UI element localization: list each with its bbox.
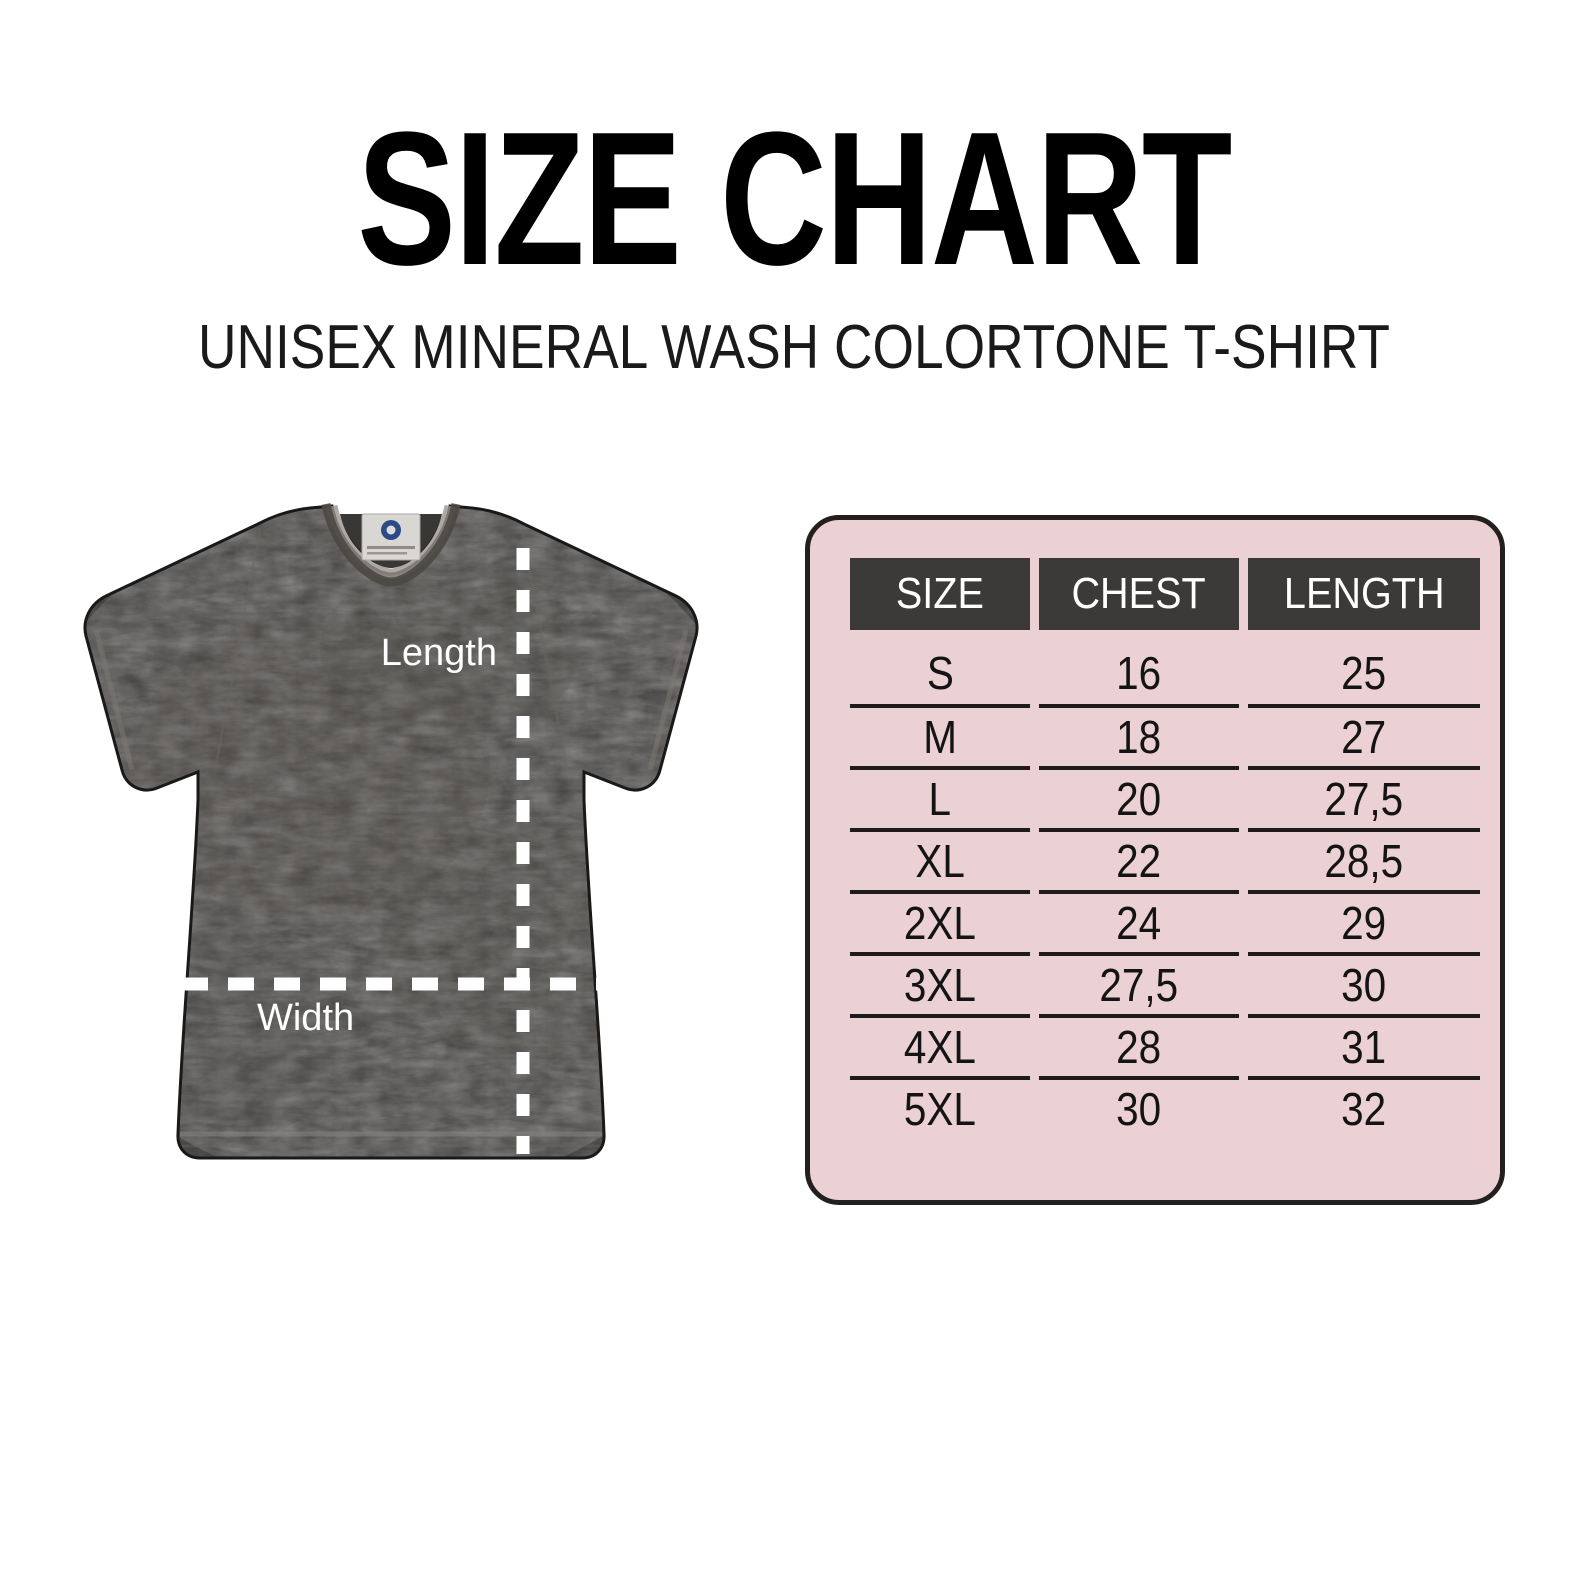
cell-chest-value: 27,5 (1099, 959, 1179, 1011)
table-row: M 18 27 (850, 704, 1480, 766)
cell-chest-value: 22 (1116, 835, 1162, 887)
cell-length: 25 (1248, 642, 1480, 704)
table-row: 4XL 28 31 (850, 1014, 1480, 1076)
cell-size: 3XL (850, 952, 1030, 1014)
size-table-card: SIZE CHEST LENGTH S 16 25 M 18 27 L (805, 515, 1505, 1205)
measurement-guides (182, 548, 610, 1154)
cell-length: 32 (1248, 1076, 1480, 1138)
cell-chest-value: 30 (1116, 1083, 1162, 1135)
cell-size: M (850, 704, 1030, 766)
column-header-size: SIZE (850, 558, 1030, 630)
cell-length-value: 25 (1341, 647, 1387, 699)
cell-size-value: S (926, 647, 954, 699)
cell-chest: 28 (1039, 1014, 1239, 1076)
table-row: L 20 27,5 (850, 766, 1480, 828)
page-title: SIZE CHART (357, 93, 1232, 305)
table-row: 3XL 27,5 30 (850, 952, 1480, 1014)
cell-length-value: 29 (1341, 897, 1387, 949)
cell-chest: 16 (1039, 642, 1239, 704)
cell-size: 4XL (850, 1014, 1030, 1076)
cell-size: XL (850, 828, 1030, 890)
cell-length-value: 28,5 (1324, 835, 1404, 887)
cell-length: 28,5 (1248, 828, 1480, 890)
cell-chest: 27,5 (1039, 952, 1239, 1014)
cell-length: 27 (1248, 704, 1480, 766)
column-header-size-label: SIZE (895, 569, 985, 618)
cell-chest-value: 28 (1116, 1021, 1162, 1073)
cell-size-value: 2XL (903, 897, 977, 949)
cell-chest: 22 (1039, 828, 1239, 890)
table-row: S 16 25 (850, 642, 1480, 704)
cell-length-value: 31 (1341, 1021, 1387, 1073)
column-header-chest-label: CHEST (1071, 569, 1207, 618)
cell-chest-value: 24 (1116, 897, 1162, 949)
tshirt-svg: Length Width (83, 503, 699, 1160)
length-label: Length (381, 632, 497, 674)
cell-length-value: 27,5 (1324, 773, 1404, 825)
cell-size: 5XL (850, 1076, 1030, 1138)
cell-chest: 30 (1039, 1076, 1239, 1138)
cell-size-value: 4XL (903, 1021, 977, 1073)
cell-size-value: M (923, 711, 957, 763)
cell-size: 2XL (850, 890, 1030, 952)
cell-length: 29 (1248, 890, 1480, 952)
cell-length-value: 27 (1341, 711, 1387, 763)
cell-chest-value: 18 (1116, 711, 1162, 763)
width-label: Width (257, 997, 354, 1039)
cell-chest: 24 (1039, 890, 1239, 952)
table-row: 5XL 30 32 (850, 1076, 1480, 1138)
table-row: XL 22 28,5 (850, 828, 1480, 890)
cell-length-value: 32 (1341, 1083, 1387, 1135)
cell-size-value: 3XL (903, 959, 977, 1011)
size-table-body: S 16 25 M 18 27 L 20 27,5 XL 22 28,5 2XL (850, 642, 1480, 1138)
cell-length: 31 (1248, 1014, 1480, 1076)
cell-size-value: XL (915, 835, 965, 887)
table-row: 2XL 24 29 (850, 890, 1480, 952)
column-header-length: LENGTH (1248, 558, 1480, 630)
cell-size-value: 5XL (903, 1083, 977, 1135)
size-table-header-row: SIZE CHEST LENGTH (850, 558, 1480, 630)
cell-length: 27,5 (1248, 766, 1480, 828)
cell-length: 30 (1248, 952, 1480, 1014)
column-header-chest: CHEST (1039, 558, 1239, 630)
page-subtitle: UNISEX MINERAL WASH COLORTONE T-SHIRT (197, 313, 1391, 382)
cell-chest-value: 20 (1116, 773, 1162, 825)
column-header-length-label: LENGTH (1283, 569, 1445, 618)
tshirt-illustration: Length Width (10, 470, 770, 1210)
neck-label-icon (361, 513, 421, 561)
cell-size: S (850, 642, 1030, 704)
cell-chest: 18 (1039, 704, 1239, 766)
cell-size: L (850, 766, 1030, 828)
cell-chest: 20 (1039, 766, 1239, 828)
cell-length-value: 30 (1341, 959, 1387, 1011)
cell-size-value: L (928, 773, 952, 825)
cell-chest-value: 16 (1116, 647, 1162, 699)
